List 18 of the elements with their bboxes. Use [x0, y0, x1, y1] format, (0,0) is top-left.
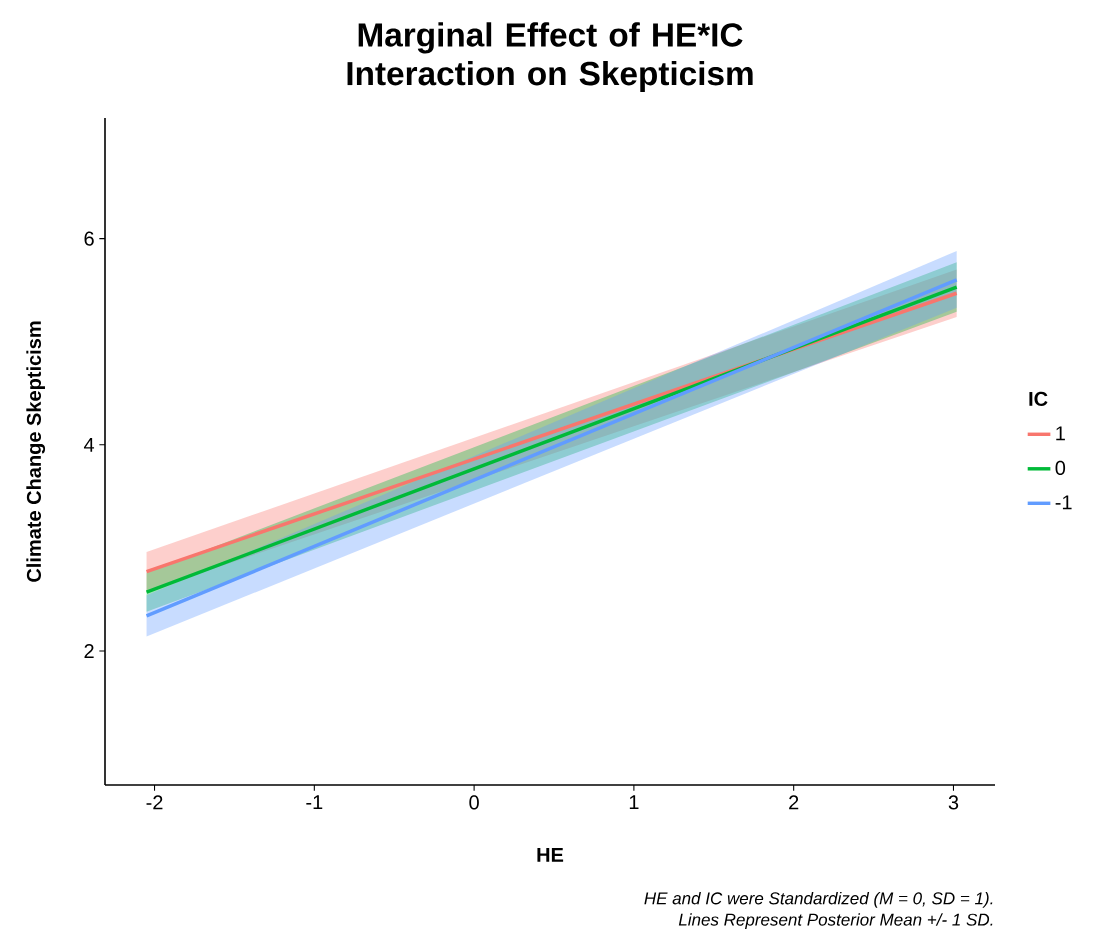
y-axis-title: Climate Change Skepticism	[26, 321, 46, 582]
chart-title: Marginal Effect of HE*IC Interaction on Skepticism	[347, 22, 753, 92]
x-tick-label: -2	[146, 795, 163, 810]
x-tick-label: -1	[306, 795, 323, 810]
legend-label: 1	[1056, 426, 1065, 441]
x-axis-title: HE	[537, 847, 564, 862]
x-tick-label: 3	[948, 795, 959, 810]
text: HE and IC were Standardized (M = 0, SD = 1).	[644, 891, 993, 908]
legend-title: IC	[1029, 391, 1048, 406]
y-tick-label: 6	[84, 231, 94, 246]
x-tick-label: 0	[469, 795, 479, 810]
legend-label: -1	[1055, 495, 1072, 510]
y-tick-label: 2	[84, 644, 94, 658]
x-tick-label: 1	[629, 795, 639, 810]
text: Lines Represent Posterior Mean +/- 1 SD.	[678, 913, 993, 930]
y-tick-label: 4	[83, 437, 95, 452]
x-tick-label: 2	[789, 795, 799, 810]
legend-label: 0	[1055, 460, 1066, 475]
